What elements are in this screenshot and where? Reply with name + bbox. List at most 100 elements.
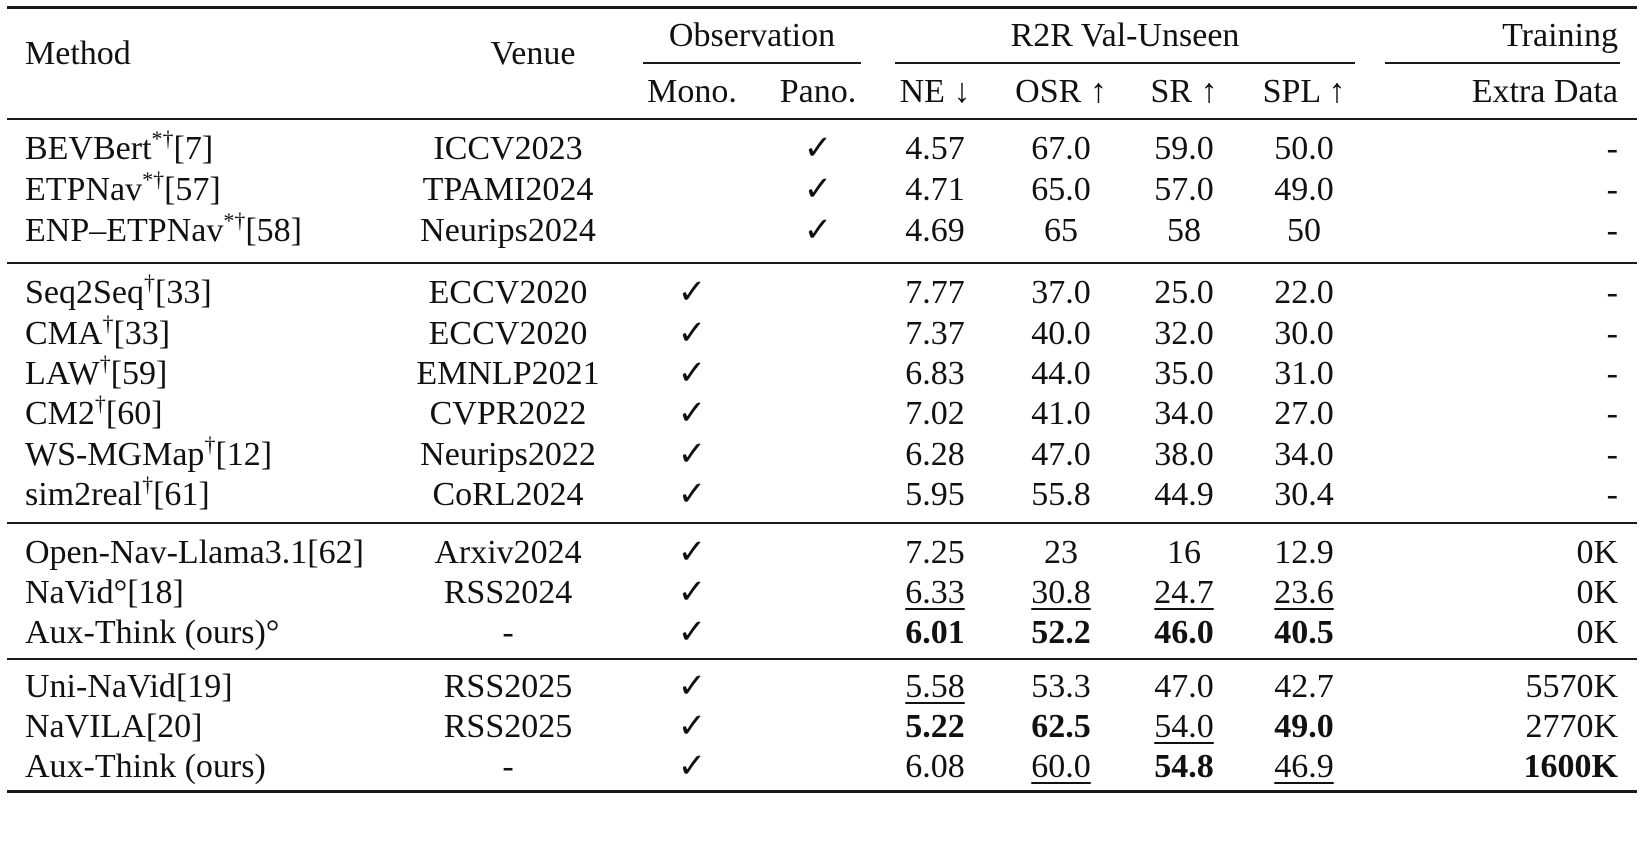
osr-cell: 62.5 <box>1031 708 1091 745</box>
method-name: Aux-Think (ours)° <box>25 614 280 651</box>
osr-cell: 55.8 <box>1031 476 1091 513</box>
extra-data-cell: 0K <box>1576 534 1618 571</box>
extra-data-cell: - <box>1606 476 1618 513</box>
spl-cell: 30.0 <box>1274 315 1334 352</box>
osr-cell: 52.2 <box>1031 614 1091 651</box>
ne-cell: 5.58 <box>905 668 965 705</box>
header-pano: Pano. <box>779 73 857 110</box>
method-citation: [59] <box>110 355 168 392</box>
extra-data-cell: 2770K <box>1525 708 1618 745</box>
header-venue: Venue <box>490 35 576 72</box>
ne-cell: 7.37 <box>905 315 965 352</box>
method-name: ETPNav <box>25 171 143 208</box>
venue-cell: ECCV2020 <box>428 315 588 352</box>
header-spl: SPL ↑ <box>1262 73 1346 110</box>
mono-check: ✓ <box>677 355 707 392</box>
top-rule <box>7 6 1637 9</box>
method-name: WS-MGMap <box>25 436 205 473</box>
bottom-rule <box>7 790 1637 793</box>
method-marker: *† <box>223 208 246 233</box>
method-marker: † <box>142 472 154 497</box>
method-citation: [20] <box>145 708 203 745</box>
mono-check: ✓ <box>677 436 707 473</box>
sr-cell: 54.8 <box>1154 748 1214 785</box>
spl-cell: 34.0 <box>1274 436 1334 473</box>
spl-cell: 49.0 <box>1274 171 1334 208</box>
mono-check: ✓ <box>677 748 707 785</box>
spl-cell: 49.0 <box>1274 708 1334 745</box>
method-cell: Aux-Think (ours) <box>25 747 266 787</box>
method-name: CMA <box>25 315 103 352</box>
method-citation: [33] <box>155 274 212 311</box>
group-divider <box>7 522 1637 524</box>
spl-cell: 31.0 <box>1274 355 1334 392</box>
osr-cell: 30.8 <box>1031 574 1091 611</box>
ne-cell: 6.33 <box>905 574 965 611</box>
ne-cell: 4.71 <box>905 171 965 208</box>
ne-cell: 7.77 <box>905 274 965 311</box>
method-name: Aux-Think (ours) <box>25 748 266 785</box>
venue-cell: CoRL2024 <box>432 476 584 513</box>
osr-cell: 67.0 <box>1031 130 1091 167</box>
osr-cell: 60.0 <box>1031 748 1091 785</box>
osr-cell: 37.0 <box>1031 274 1091 311</box>
ne-cell: 5.22 <box>905 708 965 745</box>
venue-cell: Neurips2024 <box>420 212 596 249</box>
venue-cell: RSS2025 <box>443 668 573 705</box>
mono-check: ✓ <box>677 476 707 513</box>
extra-data-cell: - <box>1606 171 1618 208</box>
extra-data-cell: - <box>1606 130 1618 167</box>
method-citation: [33] <box>113 315 171 352</box>
method-citation: [58] <box>245 212 302 249</box>
spl-cell: 30.4 <box>1274 476 1334 513</box>
method-name: Uni-NaVid <box>25 668 176 705</box>
sr-cell: 58 <box>1167 212 1201 249</box>
method-name: NaVid° <box>25 574 128 611</box>
spl-cell: 46.9 <box>1274 748 1334 785</box>
sr-cell: 57.0 <box>1154 171 1214 208</box>
mono-check: ✓ <box>677 614 707 651</box>
group-divider <box>7 658 1637 660</box>
method-name: Seq2Seq <box>25 274 144 311</box>
extra-data-cell: - <box>1606 436 1618 473</box>
sr-cell: 44.9 <box>1154 476 1214 513</box>
header-mono: Mono. <box>647 73 737 110</box>
ne-cell: 7.02 <box>905 395 965 432</box>
venue-cell: Neurips2022 <box>420 436 596 473</box>
extra-data-cell: - <box>1606 212 1618 249</box>
group-divider <box>7 262 1637 264</box>
ne-cell: 6.83 <box>905 355 965 392</box>
method-name: NaVILA <box>25 708 146 745</box>
sr-cell: 16 <box>1167 534 1201 571</box>
extra-data-cell: 0K <box>1576 574 1618 611</box>
ne-cell: 4.69 <box>905 212 965 249</box>
header-ne: NE ↓ <box>899 73 971 110</box>
sr-cell: 32.0 <box>1154 315 1214 352</box>
ne-cell: 4.57 <box>905 130 965 167</box>
sr-cell: 59.0 <box>1154 130 1214 167</box>
mono-check: ✓ <box>677 574 707 611</box>
method-cell: CM2†[60] <box>25 393 163 434</box>
spl-cell: 23.6 <box>1274 574 1334 611</box>
method-citation: [57] <box>164 171 221 208</box>
method-marker: † <box>144 270 155 295</box>
r2r-cmidrule <box>895 62 1355 64</box>
ne-cell: 6.28 <box>905 436 965 473</box>
ne-cell: 7.25 <box>905 534 965 571</box>
method-cell: Uni-NaVid[19] <box>25 667 233 707</box>
venue-cell: RSS2024 <box>443 574 573 611</box>
header-observation: Observation <box>668 17 836 54</box>
ne-cell: 6.01 <box>905 614 965 651</box>
extra-data-cell: - <box>1606 315 1618 352</box>
header-sr: SR ↑ <box>1150 73 1218 110</box>
sr-cell: 25.0 <box>1154 274 1214 311</box>
method-name: CM2 <box>25 395 95 432</box>
method-cell: NaVid°[18] <box>25 573 184 613</box>
observation-cmidrule <box>643 62 861 64</box>
method-name: Open-Nav-Llama3.1 <box>25 534 308 571</box>
venue-cell: Arxiv2024 <box>434 534 582 571</box>
sr-cell: 38.0 <box>1154 436 1214 473</box>
method-cell: Seq2Seq†[33] <box>25 270 212 313</box>
ne-cell: 6.08 <box>905 748 965 785</box>
method-marker: *† <box>142 167 165 192</box>
